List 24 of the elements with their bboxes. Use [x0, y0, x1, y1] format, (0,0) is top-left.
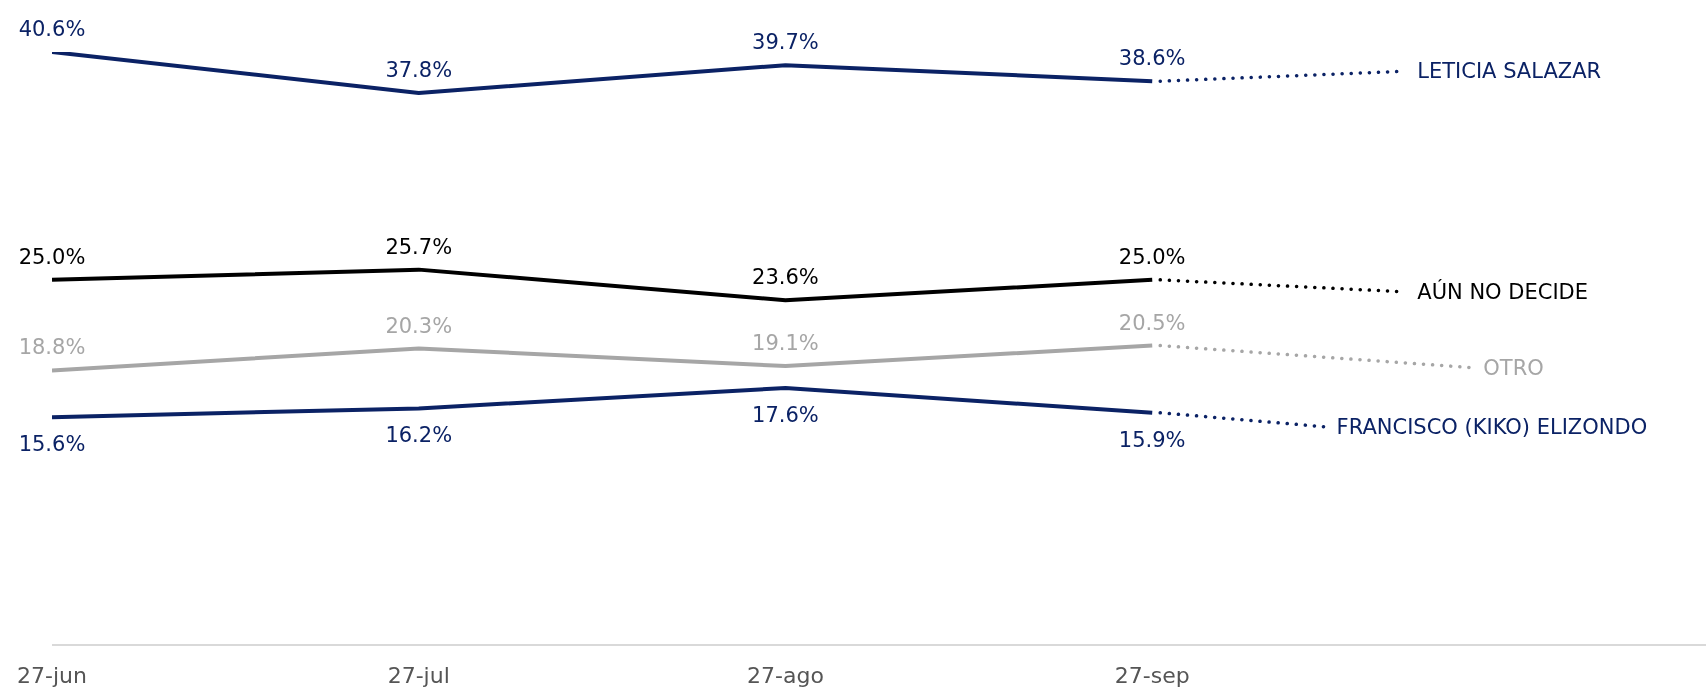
text: OTRO	[1483, 355, 1544, 380]
data-label: 18.8%	[18, 335, 86, 360]
data-label: 15.6%	[18, 432, 86, 457]
text: FRANCISCO (KIKO) ELIZONDO	[1336, 414, 1648, 439]
data-label: 20.5%	[1118, 310, 1186, 335]
data-label: 39.7%	[752, 30, 819, 55]
x-tick-label: 27-jun	[17, 662, 87, 688]
data-label: 17.6%	[752, 402, 819, 427]
data-label: 40.6%	[18, 17, 86, 41]
data-label: 38.6%	[1118, 46, 1186, 71]
text: AÚN NO DECIDE	[1417, 278, 1589, 304]
x-tick-label: 27-sep	[1114, 662, 1190, 688]
data-label: 37.8%	[385, 57, 453, 82]
data-label: 25.0%	[1118, 244, 1186, 269]
data-label: 19.1%	[752, 331, 819, 356]
x-tick-label: 27-ago	[747, 662, 824, 688]
data-label: 16.2%	[385, 423, 453, 448]
data-label: 15.9%	[1118, 427, 1186, 452]
data-label: 25.7%	[385, 234, 453, 259]
text: LETICIA SALAZAR	[1417, 59, 1602, 84]
data-label: 23.6%	[752, 265, 819, 290]
data-label: 20.3%	[385, 313, 453, 338]
data-label: 25.0%	[18, 244, 86, 269]
x-tick-label: 27-jul	[387, 662, 450, 688]
